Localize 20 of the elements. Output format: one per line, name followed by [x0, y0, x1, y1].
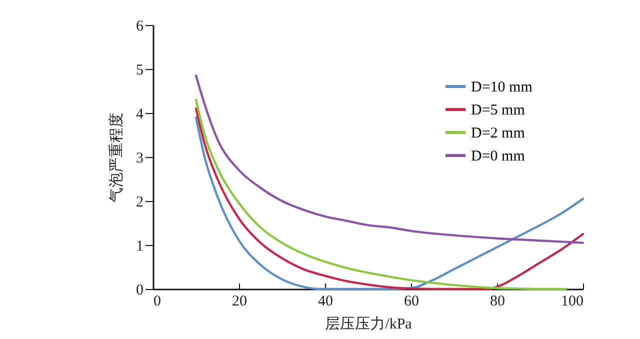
x-tick-label: 20 — [232, 294, 247, 310]
y-tick-label: 4 — [136, 106, 144, 122]
x-tick-label: 40 — [318, 294, 333, 310]
x-tick-label: 60 — [404, 294, 419, 310]
x-tick-label: 80 — [490, 294, 505, 310]
y-tick-label: 0 — [136, 282, 144, 298]
y-tick-label: 6 — [136, 18, 144, 34]
x-tick-label: 0 — [154, 294, 161, 310]
x-tick-label: 100 — [561, 294, 584, 310]
y-tick-label: 1 — [136, 238, 144, 254]
line-series — [194, 74, 584, 244]
legend-label: D=5 mm — [471, 102, 526, 118]
legend-label: D=10 mm — [471, 80, 533, 96]
y-tick-label: 2 — [136, 194, 144, 210]
y-axis-title: 气泡严重程度 — [108, 112, 125, 202]
y-tick-label: 3 — [136, 150, 144, 166]
y-tick-label: 5 — [136, 62, 144, 78]
legend-label: D=0 mm — [471, 148, 526, 164]
legend-label: D=2 mm — [471, 126, 526, 142]
x-axis-title: 层压压力/kPa — [325, 316, 412, 332]
